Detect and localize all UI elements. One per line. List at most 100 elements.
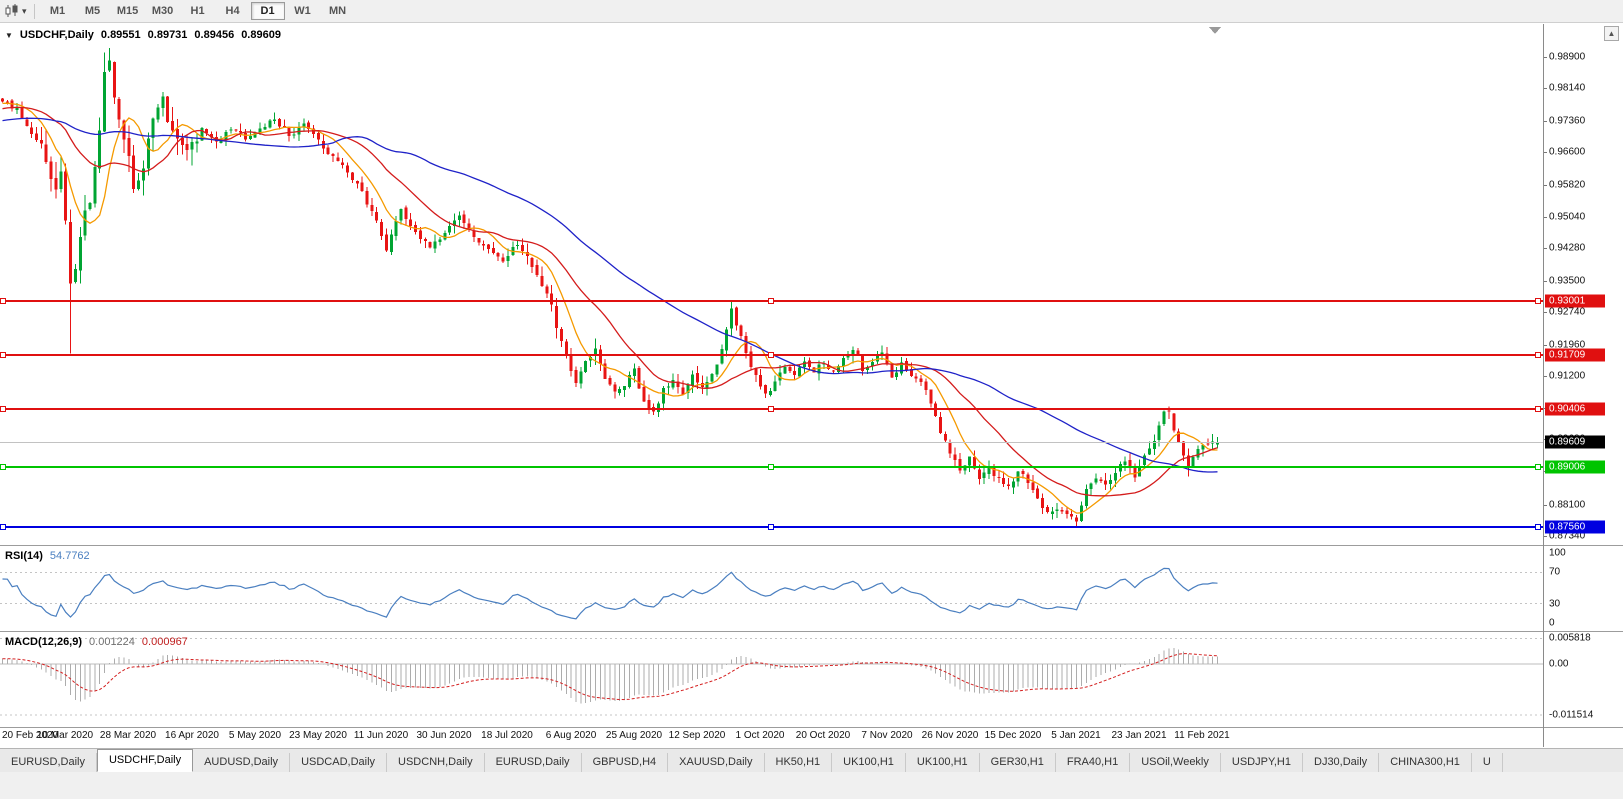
candle-body <box>389 234 393 252</box>
candle-body <box>535 265 539 276</box>
candle-body <box>545 286 549 294</box>
candle-body <box>851 349 855 357</box>
price-scale-divider[interactable] <box>1543 24 1544 747</box>
timeframe-button-h1[interactable]: H1 <box>190 5 205 17</box>
candle-body <box>686 384 690 393</box>
candle-body <box>176 129 179 139</box>
rsi-axis-label: 70 <box>1549 566 1561 578</box>
candle-body <box>93 167 97 204</box>
chart-scroll-up-button[interactable]: ▲ <box>1604 26 1619 41</box>
price-axis-label: 0.98900 <box>1549 51 1586 63</box>
timeframe-button-m30[interactable]: M30 <box>151 5 174 17</box>
chart-tab-usdcad-daily[interactable]: USDCAD,Daily <box>290 753 388 772</box>
timeframe-button-h4[interactable]: H4 <box>225 5 240 17</box>
candle-body <box>1123 461 1127 465</box>
candle-body <box>1021 471 1025 475</box>
rsi-panel-separator[interactable] <box>0 545 1623 546</box>
chart-tab-eurusd-daily[interactable]: EURUSD,Daily <box>0 753 97 772</box>
candle-body <box>627 375 631 387</box>
rsi-axis-label: 30 <box>1549 598 1561 610</box>
toolbar-separator <box>33 3 35 19</box>
candle-body <box>696 373 699 383</box>
chart-tab-u[interactable]: U <box>1471 753 1503 772</box>
candle-body <box>875 355 879 362</box>
timeframe-button-d1[interactable]: D1 <box>250 2 285 20</box>
candle-body <box>127 137 131 156</box>
candle-body <box>793 371 797 376</box>
candle-body <box>939 416 942 433</box>
candle-body <box>336 157 340 162</box>
candle-body <box>472 231 476 238</box>
timeframe-button-mn[interactable]: MN <box>328 5 347 17</box>
candle-body <box>642 387 646 402</box>
chart-type-button[interactable]: ▾ <box>4 4 27 18</box>
candle-body <box>798 367 801 377</box>
candle-body <box>171 120 175 131</box>
chart-tab-fra40-h1[interactable]: FRA40,H1 <box>1055 753 1131 772</box>
macd-label: MACD(12,26,9) 0.001224 0.000967 <box>5 636 188 648</box>
current-price-badge: 0.89609 <box>1545 435 1605 449</box>
candle-body <box>812 367 816 373</box>
candle-body <box>608 378 612 385</box>
chart-tab-uk100-h1[interactable]: UK100,H1 <box>905 753 980 772</box>
candle-body <box>248 136 252 140</box>
timeframe-buttons: M1 M5 M15 M30 H1 H4 D1 W1 MN <box>41 2 356 20</box>
chart-canvas[interactable] <box>0 0 1543 747</box>
candle-body <box>438 239 442 242</box>
rsi-line <box>2 567 1218 620</box>
chart-tab-usdcnh-daily[interactable]: USDCNH,Daily <box>387 753 485 772</box>
chart-tab-uk100-h1[interactable]: UK100,H1 <box>832 753 906 772</box>
chart-tab-eurusd-daily[interactable]: EURUSD,Daily <box>484 753 582 772</box>
candle-body <box>1099 479 1103 482</box>
candle-body <box>841 357 845 367</box>
price-axis-label: 0.94280 <box>1549 242 1586 254</box>
chart-tab-usdchf-daily[interactable]: USDCHF,Daily <box>96 749 194 772</box>
candle-body <box>404 207 408 219</box>
candle-body <box>346 165 350 173</box>
candle-body <box>409 219 413 226</box>
symbol-name: USDCHF,Daily <box>19 29 94 41</box>
candle-body <box>613 384 617 392</box>
timeframe-button-m1[interactable]: M1 <box>49 5 66 17</box>
price-level-badge-0.89006: 0.89006 <box>1545 460 1605 474</box>
candle-body <box>584 360 588 373</box>
candle-body <box>239 130 243 133</box>
chart-tab-audusd-daily[interactable]: AUDUSD,Daily <box>193 753 291 772</box>
candle-body <box>1031 482 1035 491</box>
candle-body <box>506 255 510 261</box>
macd-panel-separator[interactable] <box>0 631 1623 632</box>
chart-type-dropdown-icon[interactable]: ▾ <box>22 5 27 16</box>
ohlc-close: 0.89609 <box>241 29 281 41</box>
candle-body <box>15 107 19 110</box>
candle-body <box>307 122 311 129</box>
chart-tab-usoil-weekly[interactable]: USOil,Weekly <box>1130 753 1221 772</box>
candle-body <box>725 329 729 351</box>
chart-tab-hk50-h1[interactable]: HK50,H1 <box>764 753 833 772</box>
candle-body <box>1133 468 1137 478</box>
timeframe-button-m15[interactable]: M15 <box>116 5 139 17</box>
candle-body <box>866 367 870 371</box>
candle-body <box>739 325 743 336</box>
candle-body <box>1089 483 1093 489</box>
chart-tab-xauusd-daily[interactable]: XAUUSD,Daily <box>668 753 765 772</box>
candle-body <box>958 459 962 471</box>
chart-tab-china300-h1[interactable]: CHINA300,H1 <box>1379 753 1472 772</box>
timeframe-button-m5[interactable]: M5 <box>84 5 101 17</box>
candle-body <box>44 144 48 163</box>
candle-body <box>934 403 938 417</box>
candle-body <box>350 172 354 181</box>
candle-body <box>914 376 918 379</box>
chart-tab-usdjpy-h1[interactable]: USDJPY,H1 <box>1220 753 1303 772</box>
candle-body <box>1065 510 1069 515</box>
timeframe-button-w1[interactable]: W1 <box>294 5 311 17</box>
macd-signal-line <box>2 653 1218 701</box>
candle-body <box>802 361 806 367</box>
candle-body <box>229 129 233 131</box>
chart-tab-gbpusd-h4[interactable]: GBPUSD,H4 <box>581 753 669 772</box>
price-axis-label: 0.95040 <box>1549 211 1586 223</box>
chart-tab-ger30-h1[interactable]: GER30,H1 <box>979 753 1056 772</box>
candle-body <box>491 247 495 253</box>
chart-tab-dj30-daily[interactable]: DJ30,Daily <box>1303 753 1380 772</box>
chart-shift-marker-icon[interactable] <box>1209 27 1221 34</box>
candle-body <box>919 378 923 382</box>
